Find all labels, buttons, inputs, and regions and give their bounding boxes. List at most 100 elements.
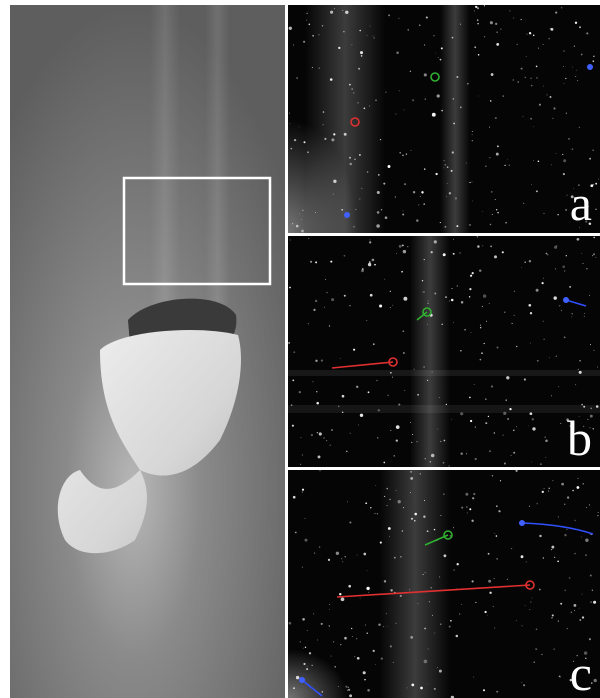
star <box>509 408 511 410</box>
star <box>472 497 474 499</box>
star <box>567 496 569 498</box>
star <box>412 434 413 435</box>
star <box>323 124 324 125</box>
star <box>373 37 374 38</box>
star <box>361 188 362 189</box>
star <box>477 236 479 238</box>
star <box>394 455 395 456</box>
star <box>357 102 358 103</box>
star <box>434 529 435 530</box>
star <box>488 416 489 417</box>
star <box>289 123 290 124</box>
star <box>367 35 368 36</box>
star <box>318 455 321 458</box>
star <box>577 80 578 81</box>
star <box>564 534 566 536</box>
star <box>367 171 369 173</box>
star <box>398 500 401 503</box>
star <box>367 570 368 571</box>
star <box>424 259 425 260</box>
star <box>578 369 579 370</box>
star <box>340 644 341 645</box>
star <box>541 654 542 655</box>
star <box>592 184 594 186</box>
star <box>338 686 339 687</box>
page: a b c (() => { const data = JSON.parse(d… <box>0 0 600 698</box>
star <box>319 34 320 35</box>
star <box>349 84 351 86</box>
star <box>467 512 468 513</box>
star <box>333 180 336 183</box>
star <box>334 666 336 668</box>
star <box>430 587 432 589</box>
star <box>322 691 323 692</box>
star <box>386 488 388 490</box>
figure: a b c <box>0 0 600 698</box>
star <box>421 191 423 193</box>
star <box>485 398 487 400</box>
star <box>439 670 442 673</box>
star <box>500 480 501 481</box>
star <box>472 272 474 274</box>
star <box>389 536 390 537</box>
star <box>484 36 485 37</box>
star <box>592 255 593 256</box>
star <box>481 352 483 354</box>
star <box>299 391 301 393</box>
star <box>530 412 533 415</box>
star <box>364 679 366 681</box>
star <box>494 432 495 433</box>
star <box>398 404 400 406</box>
star <box>333 194 334 195</box>
star <box>594 350 595 351</box>
star <box>497 145 499 147</box>
star <box>414 520 416 522</box>
star <box>407 687 408 688</box>
star <box>396 490 397 491</box>
star <box>386 505 387 506</box>
star <box>487 615 488 616</box>
star <box>331 298 334 301</box>
star <box>539 535 541 537</box>
star <box>312 35 314 37</box>
star <box>416 219 418 221</box>
star <box>543 278 544 279</box>
star <box>449 192 451 194</box>
star <box>383 626 384 627</box>
star <box>351 88 353 90</box>
star <box>583 406 585 408</box>
star <box>348 687 349 688</box>
star <box>306 668 308 670</box>
star <box>482 245 483 246</box>
star <box>434 293 436 295</box>
star <box>396 253 397 254</box>
star <box>529 609 530 610</box>
star <box>478 54 480 56</box>
star <box>367 633 368 634</box>
star <box>517 44 518 45</box>
star <box>489 450 490 451</box>
star <box>375 664 376 665</box>
star <box>589 638 591 640</box>
star <box>532 427 535 430</box>
star <box>424 44 425 45</box>
star <box>483 689 485 691</box>
star <box>525 77 526 78</box>
star <box>496 153 499 156</box>
star <box>569 286 571 288</box>
star <box>553 107 555 109</box>
star <box>357 657 360 660</box>
star <box>582 616 584 618</box>
star <box>451 299 454 302</box>
star <box>549 357 550 358</box>
star <box>402 214 404 216</box>
star <box>590 601 592 603</box>
panel-label: b <box>567 410 592 466</box>
star <box>460 252 461 253</box>
panel-label: c <box>570 645 592 698</box>
star <box>585 554 587 556</box>
star <box>311 434 313 436</box>
star <box>503 95 504 96</box>
star <box>396 51 399 54</box>
star <box>309 652 311 654</box>
